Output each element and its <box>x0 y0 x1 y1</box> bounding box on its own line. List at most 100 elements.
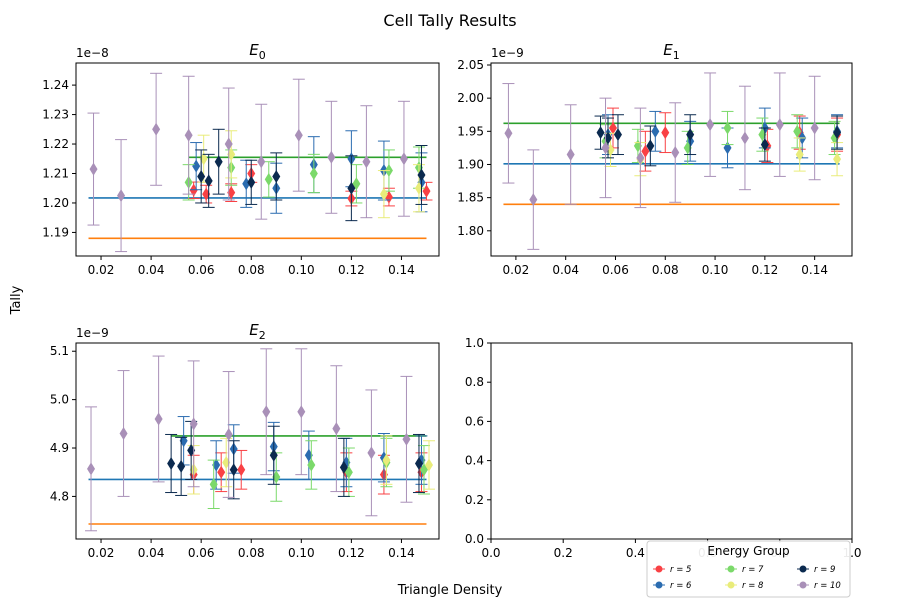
data-point <box>529 193 538 207</box>
series-5 <box>87 72 410 253</box>
subplot-grid: 0.02 0.04 0.06 0.08 0.10 0.12 0.141.191.201.21… <box>42 41 861 560</box>
legend-entry: r = 7 <box>725 565 764 575</box>
data-point <box>402 432 411 446</box>
y-tick-label: 0.6 <box>465 414 484 428</box>
plot-frame <box>490 62 853 257</box>
y-tick-label: 1.23 <box>42 108 69 122</box>
data-point <box>209 477 218 491</box>
data-point <box>775 118 784 132</box>
data-point <box>613 128 622 142</box>
data-point <box>269 448 278 462</box>
data-point <box>167 457 176 471</box>
x-tick-label: 0.2 <box>554 546 573 560</box>
data-point <box>307 458 316 472</box>
legend: Energy Group r = 5 r = 6 r = 7 r = 8 r = 9 r =… <box>646 540 851 598</box>
data-point <box>686 128 695 142</box>
data-point <box>214 155 223 169</box>
y-tick-label: 1.24 <box>42 78 69 92</box>
data-point <box>646 139 655 153</box>
legend-label: r = 8 <box>742 581 764 591</box>
data-point <box>177 459 186 473</box>
data-point <box>504 126 513 140</box>
x-tick-label: 0.14 <box>388 546 415 560</box>
data-point <box>297 405 306 419</box>
y-tick-label: 1.0 <box>465 336 484 350</box>
series-5 <box>502 72 821 250</box>
data-point <box>706 118 715 132</box>
y-tick-label: 1.80 <box>457 224 484 238</box>
data-point <box>304 448 313 462</box>
data-point <box>242 177 251 191</box>
data-point <box>833 126 842 140</box>
legend-entry: r = 6 <box>653 581 692 591</box>
x-tick-label: 0.12 <box>338 546 365 560</box>
plot-area <box>76 63 439 256</box>
data-point <box>217 465 226 479</box>
series-4 <box>165 420 425 500</box>
data-point <box>332 422 341 436</box>
x-tick-label: 0.06 <box>188 546 215 560</box>
x-tick-label: 0.14 <box>801 263 828 277</box>
y-axis-label: Tally <box>9 285 24 315</box>
series-5 <box>85 348 413 532</box>
data-point <box>367 446 376 460</box>
data-point <box>651 124 660 138</box>
legend-marker <box>799 565 807 573</box>
data-point <box>222 456 231 470</box>
data-point <box>723 121 732 135</box>
data-point <box>309 166 318 180</box>
axis-offset-label: 1e−9 <box>491 46 524 60</box>
plot-area <box>76 343 439 539</box>
subplot-title: E2 <box>249 321 265 342</box>
data-point <box>87 462 96 476</box>
x-tick-label: 0.06 <box>602 263 629 277</box>
subplot-title-subscript: 0 <box>259 49 266 62</box>
plot-frame <box>75 62 440 257</box>
legend-label: r = 6 <box>670 581 692 591</box>
subplot-0: 0.02 0.04 0.06 0.08 0.10 0.12 0.14 1.19 1.20 1.21… <box>42 41 440 277</box>
x-tick-label: 0.12 <box>338 263 365 277</box>
series-3 <box>187 435 435 495</box>
subplot-title: E1 <box>663 41 679 62</box>
x-tick-label: 0.02 <box>88 263 115 277</box>
x-tick-label: 0.08 <box>238 263 265 277</box>
y-tick-label: 1.95 <box>457 124 484 138</box>
x-axis-label: Triangle Density <box>397 583 503 598</box>
y-tick-label: 1.21 <box>42 166 69 180</box>
legend-title: Energy Group <box>707 544 789 558</box>
data-point <box>294 128 303 142</box>
legend-marker <box>727 565 735 573</box>
data-point <box>262 405 271 419</box>
data-point <box>810 121 819 135</box>
data-point <box>362 155 371 169</box>
legend-marker <box>727 581 735 589</box>
data-point <box>347 181 356 195</box>
data-point <box>192 159 201 173</box>
legend-entry: r = 8 <box>725 581 764 591</box>
data-point <box>212 458 221 472</box>
data-point <box>382 453 391 467</box>
data-point <box>264 172 273 186</box>
data-point <box>187 443 196 457</box>
data-point <box>202 187 211 201</box>
data-point <box>257 155 266 169</box>
axis-offset-label: 1e−8 <box>76 46 109 60</box>
legend-label: r = 7 <box>742 565 764 575</box>
x-tick-label: 0.02 <box>88 546 115 560</box>
y-tick-label: 1.90 <box>457 157 484 171</box>
data-point <box>641 144 650 158</box>
y-tick-label: 1.20 <box>42 196 69 210</box>
plot-frame <box>490 342 853 540</box>
y-tick-label: 2.05 <box>457 58 484 72</box>
x-tick-label: 0.08 <box>238 546 265 560</box>
legend-entry: r = 9 <box>797 565 835 575</box>
data-point <box>793 124 802 138</box>
data-point <box>199 152 208 166</box>
subplot-title-subscript: 1 <box>673 49 680 62</box>
y-tick-label: 4.9 <box>50 441 69 455</box>
subplot-title-main: E <box>663 41 673 59</box>
data-point <box>760 138 769 152</box>
data-point <box>424 458 433 472</box>
legend-label: r = 10 <box>814 581 841 591</box>
data-point <box>414 181 423 195</box>
